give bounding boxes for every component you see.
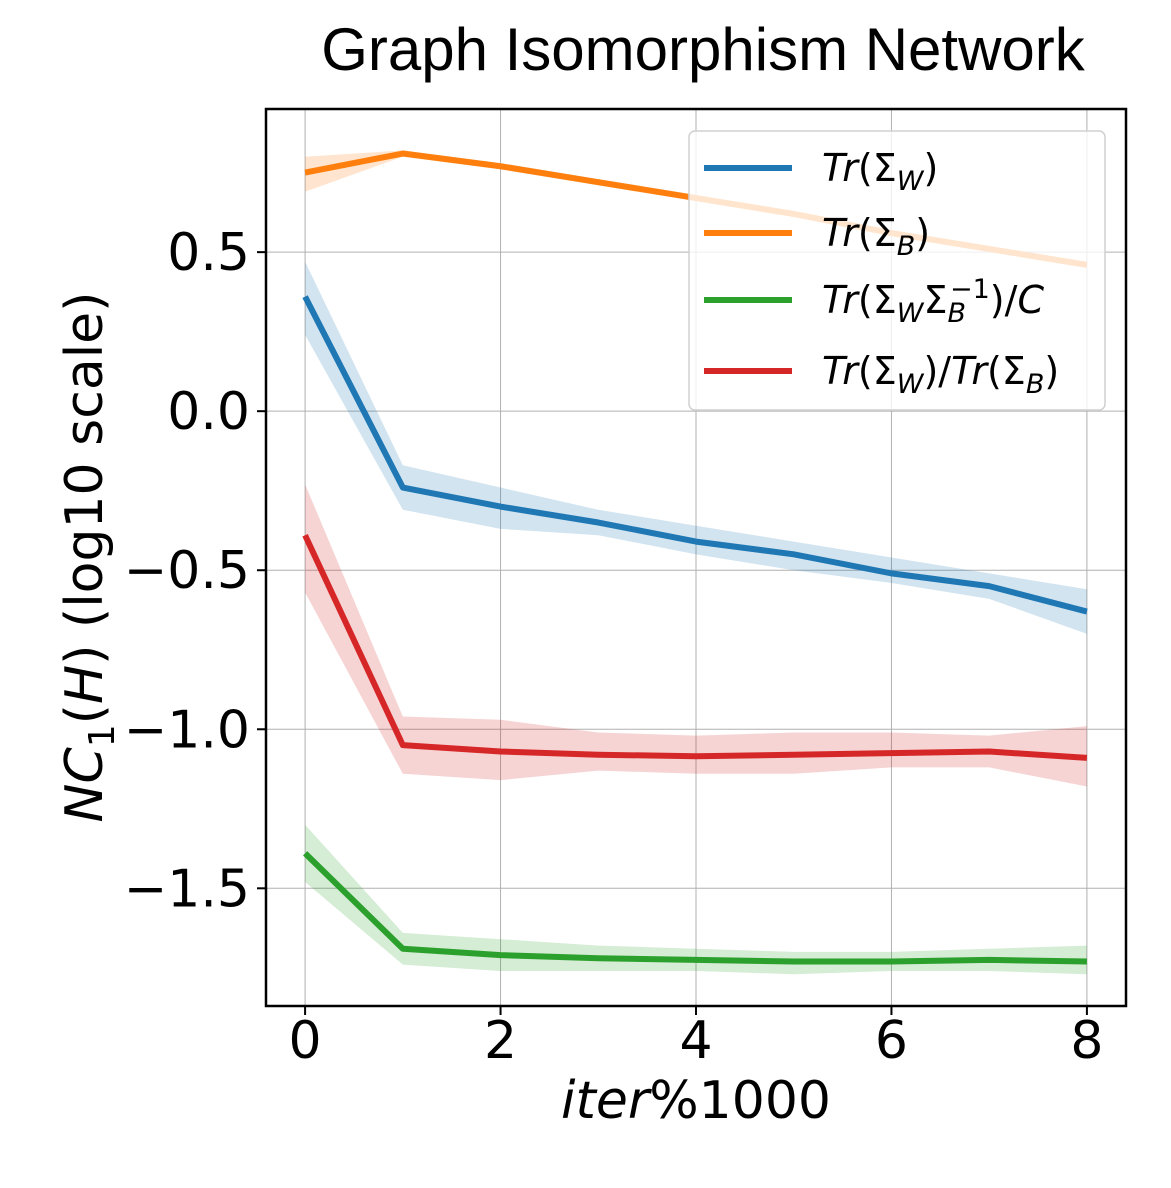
x-tick-label: 0 <box>289 1011 322 1071</box>
legend-label-tr-w-over-tr-b: Tr(ΣW)/Tr(ΣB) <box>822 349 1059 400</box>
x-axis-label: iter%1000 <box>561 1071 831 1131</box>
series-line-tr-w <box>302 295 1088 615</box>
band-tr-w <box>305 261 1087 634</box>
y-tick-label: 0.5 <box>167 223 250 283</box>
y-tick-label: 0.0 <box>167 382 250 442</box>
legend-label-tr-sigma-b: Tr(ΣB) <box>822 211 930 262</box>
y-tick-label: −1.5 <box>124 859 250 919</box>
band-tr-w-tr-b <box>305 484 1087 787</box>
y-tick-label: −1.0 <box>124 700 250 760</box>
y-axis-label: NC1(H) (log10 scale) <box>55 292 123 823</box>
x-axis-ticks: 0 2 4 6 8 <box>289 1006 1103 1071</box>
legend: Tr(ΣW) Tr(ΣB) Tr(ΣWΣB−1)/C Tr(ΣW)/Tr(ΣB) <box>688 130 1106 411</box>
band-tr-b <box>305 150 1087 269</box>
x-tick-label: 8 <box>1070 1011 1103 1071</box>
series-line-tr-w-tr-b <box>302 533 1088 761</box>
chart-title: Graph Isomorphism Network <box>321 16 1086 83</box>
series-line-tr-w-b-c <box>302 851 1087 965</box>
x-tick-label: 6 <box>875 1011 908 1071</box>
x-tick-label: 4 <box>679 1011 712 1071</box>
legend-box <box>688 130 1106 411</box>
y-axis-ticks: 0.5 0.0 −0.5 −1.0 −1.5 <box>124 223 266 919</box>
legend-label-tr-ratio-c: Tr(ΣWΣB−1)/C <box>822 274 1044 329</box>
y-tick-label: −0.5 <box>124 541 250 601</box>
legend-label-tr-sigma-w: Tr(ΣW) <box>822 146 938 197</box>
x-tick-label: 2 <box>484 1011 517 1071</box>
